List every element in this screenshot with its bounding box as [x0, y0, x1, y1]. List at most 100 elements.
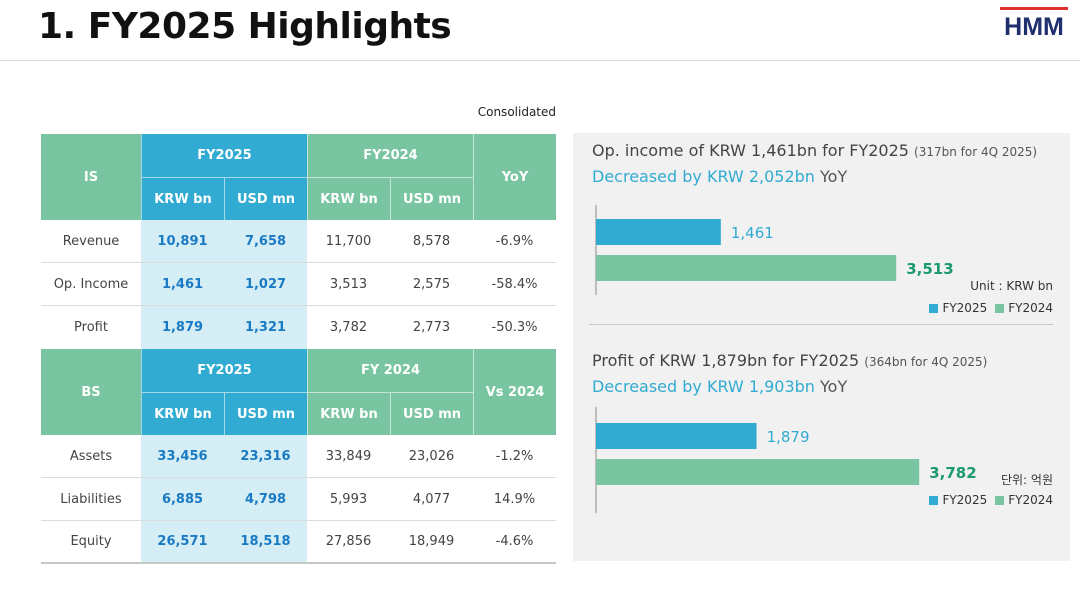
bs-vs-header: Vs 2024 [473, 349, 556, 435]
is-fy2025-header: FY2025 [141, 134, 307, 177]
bar-fy2024 [596, 459, 920, 485]
profit-title-main: Profit of KRW 1,879bn for FY2025 [592, 351, 860, 370]
op-income-yoy: YoY [820, 167, 848, 186]
bs-section-label: BS [41, 349, 141, 435]
fy2024-usd-value: 2,575 [412, 276, 451, 292]
is-section-label: IS [41, 134, 141, 220]
fy2024-usd-value: 23,026 [408, 448, 455, 464]
bs-fy2024-header: FY 2024 [307, 349, 473, 392]
is-yoy-header: YoY [473, 134, 556, 220]
profit-chart-svg: 1,879 3,782 [595, 407, 977, 513]
legend-item-fy2024: FY2024 [995, 493, 1053, 507]
op-income-subtitle: Decreased by KRW 2,052bn YoY [592, 167, 847, 186]
is-fy2025-usd-header: USD mn [224, 177, 307, 220]
row-label: Assets [69, 448, 113, 464]
title-divider [0, 60, 1080, 61]
fy2025-usd-value: 4,798 [224, 478, 307, 520]
fy2024-usd-value: 8,578 [412, 233, 451, 249]
is-fy2024-usd-header: USD mn [390, 177, 473, 220]
consolidated-note: Consolidated [477, 105, 556, 119]
op-income-chart: 1,461 3,513 [573, 203, 1070, 313]
bs-fy2025-krw-header: KRW bn [141, 392, 224, 435]
is-header: IS FY2025 KRW bn USD mn FY2024 KRW bn US… [41, 134, 556, 220]
legend-swatch-blue [929, 304, 939, 313]
fy2024-usd-value: 2,773 [412, 320, 451, 335]
legend-item-fy2025: FY2025 [929, 493, 987, 507]
fy2025-usd-value: 1,027 [224, 263, 307, 305]
fy2024-usd-value: 4,077 [412, 491, 451, 507]
table-row-equity: Equity 26,571 18,518 27,856 18,949 -4.6% [41, 521, 556, 564]
op-income-unit: Unit : KRW bn [970, 279, 1053, 293]
legend-label: FY2025 [942, 301, 988, 315]
bar-value-label: 1,461 [731, 224, 774, 242]
fy2024-usd-value: 18,949 [408, 534, 455, 549]
legend-label: FY2024 [1008, 493, 1053, 507]
fy2025-usd-value: 23,316 [224, 435, 307, 477]
fy2025-krw-value: 33,456 [141, 435, 224, 477]
op-income-title: Op. income of KRW 1,461bn for FY2025 (31… [592, 141, 1037, 160]
legend-swatch-blue [929, 496, 939, 505]
table-row-liabilities: Liabilities 6,885 4,798 5,993 4,077 14.9… [41, 478, 556, 521]
fy2025-krw-value: 26,571 [141, 521, 224, 562]
logo-text: HMM [1004, 13, 1064, 38]
vs-value: -4.6% [495, 534, 534, 549]
bar-fy2024 [596, 255, 897, 281]
bs-fy2024-krw-header: KRW bn [307, 392, 390, 435]
vs-value: -1.2% [495, 448, 534, 464]
table-row-profit: Profit 1,879 1,321 3,782 2,773 -50.3% [41, 306, 556, 349]
legend-item-fy2024: FY2024 [995, 301, 1053, 315]
is-fy2024-header: FY2024 [307, 134, 473, 177]
bar-fy2025 [596, 219, 721, 245]
row-label: Revenue [62, 233, 120, 249]
row-label: Profit [74, 320, 108, 335]
fy2025-krw-value: 1,461 [141, 263, 224, 305]
profit-title: Profit of KRW 1,879bn for FY2025 (364bn … [592, 351, 987, 370]
highlights-panel: Op. income of KRW 1,461bn for FY2025 (31… [573, 133, 1070, 561]
bs-fy2025-header: FY2025 [141, 349, 307, 392]
fy2025-krw-value: 6,885 [141, 478, 224, 520]
profit-unit: 단위: 억원 [1000, 473, 1053, 487]
fy2024-krw-value: 3,782 [329, 320, 368, 335]
table-row-assets: Assets 33,456 23,316 33,849 23,026 -1.2% [41, 435, 556, 478]
legend-swatch-green [995, 304, 1005, 313]
fy2024-krw-value: 3,513 [329, 276, 368, 292]
bs-fy2025-usd-header: USD mn [224, 392, 307, 435]
row-label: Liabilities [60, 491, 122, 507]
bar-value-label: 3,513 [906, 260, 953, 278]
op-income-chart-svg: 1,461 3,513 [595, 205, 954, 295]
legend-label: FY2025 [942, 493, 988, 507]
profit-title-note: (364bn for 4Q 2025) [864, 355, 988, 369]
fy2025-usd-value: 18,518 [224, 521, 307, 562]
is-fy2025-krw-header: KRW bn [141, 177, 224, 220]
table-row-revenue: Revenue 10,891 7,658 11,700 8,578 -6.9% [41, 220, 556, 263]
bs-fy2024-usd-header: USD mn [390, 392, 473, 435]
bar-fy2025 [596, 423, 757, 449]
fy2025-usd-value: 7,658 [224, 220, 307, 262]
fy2024-krw-value: 11,700 [325, 233, 372, 249]
hmm-logo: HMM [998, 6, 1070, 41]
yoy-value: -50.3% [491, 320, 538, 335]
legend-item-fy2025: FY2025 [929, 301, 987, 315]
bar-value-label: 3,782 [929, 464, 976, 482]
legend-swatch-green [995, 496, 1005, 505]
profit-yoy: YoY [820, 377, 848, 396]
vs-value: 14.9% [493, 491, 536, 507]
fy2025-usd-value: 1,321 [224, 306, 307, 349]
is-fy2024-krw-header: KRW bn [307, 177, 390, 220]
bs-header: BS FY2025 KRW bn USD mn FY 2024 KRW bn U… [41, 349, 556, 435]
yoy-value: -6.9% [495, 233, 534, 249]
fy2024-krw-value: 5,993 [329, 491, 368, 507]
row-label: Op. Income [53, 276, 129, 292]
fy2025-krw-value: 1,879 [141, 306, 224, 349]
profit-subtitle: Decreased by KRW 1,903bn YoY [592, 377, 847, 396]
op-income-title-note: (317bn for 4Q 2025) [914, 145, 1038, 159]
fy2024-krw-value: 33,849 [325, 448, 372, 464]
row-label: Equity [70, 534, 112, 549]
section-divider [589, 324, 1053, 325]
fy2025-krw-value: 10,891 [141, 220, 224, 262]
table-row-op-income: Op. Income 1,461 1,027 3,513 2,575 -58.4… [41, 263, 556, 306]
profit-legend: FY2025 FY2024 [929, 493, 1053, 507]
financial-table: IS FY2025 KRW bn USD mn FY2024 KRW bn US… [41, 134, 556, 564]
op-income-legend: FY2025 FY2024 [929, 301, 1053, 315]
op-income-decrease: Decreased by KRW 2,052bn [592, 167, 815, 186]
